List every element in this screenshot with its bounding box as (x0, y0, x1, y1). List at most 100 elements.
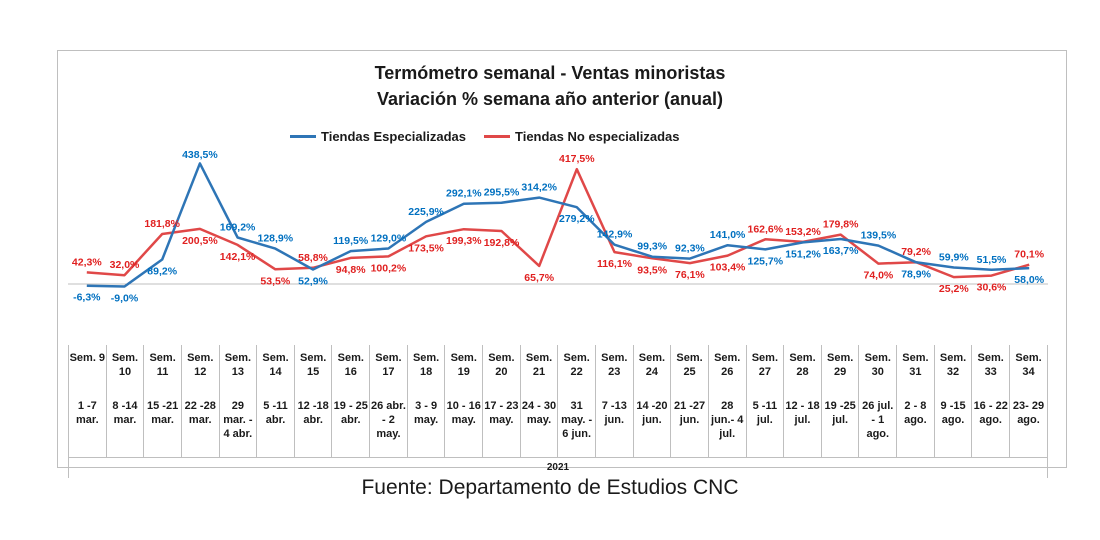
week-label: Sem. 12 (180, 345, 220, 395)
week-label: Sem. 34 (1009, 345, 1048, 395)
date-label: 16 - 22 ago. (971, 395, 1011, 458)
date-label: 3 - 9 may. (406, 395, 446, 458)
data-label-especializadas: 52,9% (298, 276, 328, 288)
data-label-no-especializadas: 173,5% (408, 242, 444, 254)
data-label-no-especializadas: 200,5% (182, 235, 218, 247)
legend-label-no-especializadas: Tiendas No especializadas (515, 128, 680, 144)
data-label-no-especializadas: 79,2% (901, 246, 931, 258)
legend-item-especializadas: Tiendas Especializadas (290, 129, 466, 144)
date-label: 23- 29 ago. (1009, 395, 1048, 458)
data-label-no-especializadas: 70,1% (1014, 249, 1044, 261)
data-label-no-especializadas: 53,5% (260, 275, 290, 287)
week-label: Sem. 29 (820, 345, 860, 395)
week-label: Sem. 30 (858, 345, 898, 395)
week-label: Sem. 18 (406, 345, 446, 395)
data-label-no-especializadas: 58,8% (298, 252, 328, 264)
data-label-especializadas: 119,5% (333, 235, 369, 247)
data-label-especializadas: 58,0% (1014, 274, 1044, 286)
category-axis-table: Sem. 9 Sem. 10 Sem. 11 Sem. 12 Sem. 13 Sem. 1… (68, 345, 1048, 478)
date-label: 7 -13 jun. (594, 395, 634, 458)
data-label-no-especializadas: 32,0% (110, 259, 140, 271)
legend-swatch-no-especializadas (484, 134, 510, 138)
week-label: Sem. 33 (971, 345, 1011, 395)
data-label-no-especializadas: 142,1% (220, 251, 256, 263)
date-label: 2 - 8 ago. (896, 395, 935, 458)
date-row: 1 -7 mar. 8 -14 mar. 15 -21 mar. 22 -28 mar… (68, 395, 1048, 458)
data-label-especializadas: 438,5% (182, 149, 218, 161)
data-label-no-especializadas: 100,2% (371, 262, 407, 274)
date-label: 12 -18 abr. (293, 395, 333, 458)
week-label: Sem. 15 (293, 345, 333, 395)
date-label: 9 -15 ago. (933, 395, 973, 458)
week-label: Sem. 19 (444, 345, 484, 395)
data-label-no-especializadas: 192,8% (484, 237, 520, 249)
week-label: Sem. 32 (933, 345, 973, 395)
data-label-especializadas: 59,9% (939, 252, 969, 264)
data-label-no-especializadas: 181,8% (144, 218, 180, 230)
data-label-especializadas: 292,1% (446, 188, 482, 200)
date-label: 28 jun.- 4 jul. (707, 395, 747, 458)
week-label: Sem. 21 (519, 345, 559, 395)
week-label: Sem. 16 (331, 345, 371, 395)
data-label-especializadas: 314,2% (521, 182, 557, 194)
data-label-no-especializadas: 25,2% (939, 283, 969, 295)
data-label-no-especializadas: 93,5% (637, 264, 667, 276)
data-label-no-especializadas: 65,7% (524, 272, 554, 284)
week-label: Sem. 11 (143, 345, 182, 395)
data-label-especializadas: 295,5% (484, 187, 520, 199)
data-label-especializadas: 92,3% (675, 243, 705, 255)
date-label: 10 - 16 may. (444, 395, 484, 458)
data-label-especializadas: 128,9% (257, 233, 293, 245)
week-row: Sem. 9 Sem. 10 Sem. 11 Sem. 12 Sem. 13 Sem. 1… (68, 345, 1048, 395)
source-note: Fuente: Departamento de Estudios CNC (361, 476, 739, 499)
date-label: 19 - 25 abr. (331, 395, 371, 458)
date-label: 5 -11 abr. (256, 395, 295, 458)
data-label-no-especializadas: 417,5% (559, 153, 595, 165)
data-label-especializadas: 142,9% (597, 229, 633, 241)
date-label: 24 - 30 may. (519, 395, 559, 458)
date-label: 12 - 18 jul. (783, 395, 822, 458)
chart-title: Termómetro semanal - Ventas minoristas (374, 63, 726, 83)
data-label-no-especializadas: 42,3% (72, 256, 102, 268)
date-label: 21 -27 jun. (670, 395, 709, 458)
week-label: Sem. 9 (68, 345, 107, 395)
date-label: 14 -20 jun. (632, 395, 672, 458)
data-label-especializadas: 129,0% (371, 233, 407, 245)
data-label-especializadas: 89,2% (147, 266, 177, 278)
data-label-no-especializadas: 153,2% (785, 226, 821, 238)
legend-item-no-especializadas: Tiendas No especializadas (484, 129, 680, 144)
data-label-especializadas: 169,2% (220, 222, 256, 234)
week-label: Sem. 17 (369, 345, 408, 395)
data-label-especializadas: 141,0% (710, 229, 746, 241)
legend-swatch-especializadas (290, 134, 316, 138)
data-label-especializadas: -6,3% (73, 292, 101, 304)
week-label: Sem. 27 (745, 345, 785, 395)
data-label-no-especializadas: 179,8% (823, 219, 859, 231)
week-label: Sem. 28 (783, 345, 822, 395)
data-label-especializadas: 125,7% (747, 255, 783, 267)
date-label: 31 may. - 6 jun. (557, 395, 596, 458)
date-label: 1 -7 mar. (68, 395, 107, 458)
week-label: Sem. 25 (670, 345, 709, 395)
series-line-no-especializadas (86, 167, 1030, 279)
data-label-no-especializadas: 116,1% (597, 258, 633, 270)
series-line-especializadas (86, 162, 1030, 288)
data-label-especializadas: 51,5% (977, 254, 1007, 266)
data-label-especializadas: 139,5% (861, 230, 897, 242)
date-label: 26 abr. - 2 may. (369, 395, 408, 458)
legend-label-especializadas: Tiendas Especializadas (321, 128, 466, 144)
data-label-especializadas: 225,9% (408, 206, 444, 218)
week-label: Sem. 14 (256, 345, 295, 395)
data-label-especializadas: 163,7% (823, 245, 859, 257)
data-label-no-especializadas: 76,1% (675, 269, 705, 281)
year-label: 2021 (68, 457, 1048, 478)
data-label-especializadas: -9,0% (111, 293, 139, 305)
week-label: Sem. 20 (482, 345, 521, 395)
week-label: Sem. 10 (105, 345, 145, 395)
data-label-especializadas: 151,2% (785, 248, 821, 260)
week-label: Sem. 31 (896, 345, 935, 395)
week-label: Sem. 24 (632, 345, 672, 395)
date-label: 5 -11 jul. (745, 395, 785, 458)
week-label: Sem. 22 (557, 345, 596, 395)
